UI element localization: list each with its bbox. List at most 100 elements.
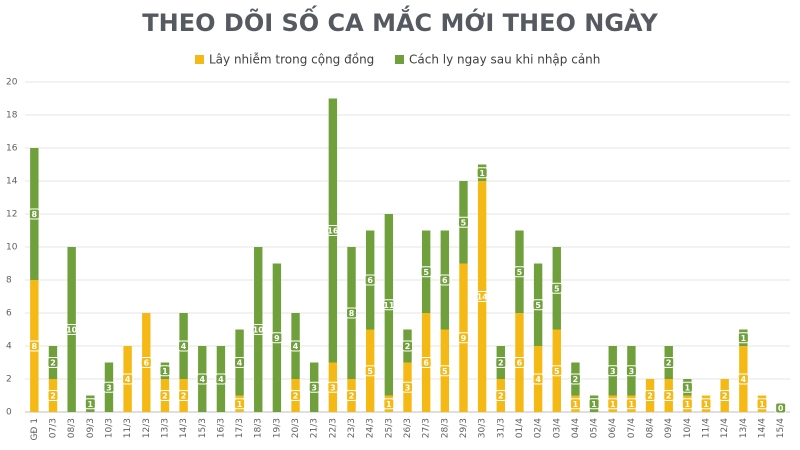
x-tick-label: 01/4 <box>515 418 525 438</box>
value-label-bg <box>122 373 134 385</box>
value-label: 4 <box>125 375 131 384</box>
value-label: 11 <box>383 301 395 310</box>
value-label: 8 <box>32 342 38 351</box>
value-label-bg <box>756 398 768 410</box>
x-tick-label: 27/3 <box>422 418 432 438</box>
y-tick-label: 8 <box>6 276 12 286</box>
value-label-bg <box>551 365 563 377</box>
y-tick-label: 4 <box>6 342 12 352</box>
value-label: 4 <box>181 342 187 351</box>
x-tick-label: 08/4 <box>646 418 656 438</box>
value-label: 2 <box>666 392 672 401</box>
x-tick-label: 19/3 <box>272 418 282 438</box>
value-label-bg <box>234 357 246 368</box>
legend-swatch <box>395 55 404 64</box>
value-label: 9 <box>461 334 467 343</box>
value-label: 3 <box>629 367 635 376</box>
x-tick-label: GĐ 1 <box>30 418 40 441</box>
x-tick-label: 16/3 <box>216 418 226 438</box>
value-label: 16 <box>327 227 339 236</box>
value-label-bg <box>420 266 432 278</box>
chart-title: THEO DÕI SỐ CA MẮC MỚI THEO NGÀY <box>142 4 658 37</box>
value-label-bg <box>346 307 358 319</box>
value-label: 5 <box>535 301 541 310</box>
x-tick-label: 13/3 <box>160 418 170 438</box>
value-label-bg <box>290 340 302 352</box>
value-label-bg <box>457 216 469 228</box>
legend-label: Cách ly ngay sau khi nhập cảnh <box>409 53 600 67</box>
value-label-bg <box>663 390 675 401</box>
value-label: 2 <box>647 392 653 401</box>
value-label-bg <box>457 332 469 344</box>
y-tick-label: 12 <box>6 210 17 220</box>
value-label-bg <box>308 381 320 393</box>
x-tick-label: 30/3 <box>478 418 488 438</box>
value-label: 2 <box>50 392 56 401</box>
x-tick-label: 20/3 <box>291 418 301 438</box>
x-tick-label: 11/4 <box>702 418 712 438</box>
value-label: 10 <box>66 326 78 335</box>
value-label-bg <box>681 381 693 393</box>
value-label-bg <box>196 373 208 385</box>
value-label: 0 <box>778 404 784 413</box>
value-label: 5 <box>517 268 523 277</box>
value-label: 5 <box>554 367 560 376</box>
value-label-bg <box>551 282 563 294</box>
x-tick-label: 24/3 <box>366 418 376 438</box>
value-label-bg <box>28 340 40 352</box>
value-label: 1 <box>162 367 168 376</box>
value-label-bg <box>364 365 376 377</box>
value-label: 2 <box>162 392 168 401</box>
value-label-bg <box>383 398 395 410</box>
value-label-bg <box>159 365 171 377</box>
value-label-bg <box>140 357 152 368</box>
value-label-bg <box>439 365 451 377</box>
x-tick-label: 09/4 <box>664 418 674 438</box>
value-label-bg <box>159 390 171 401</box>
value-label: 1 <box>479 169 485 178</box>
value-label-bg <box>625 398 637 410</box>
x-tick-label: 09/3 <box>86 418 96 438</box>
x-tick-label: 18/3 <box>254 418 264 438</box>
value-label-bg <box>607 365 619 377</box>
value-label: 1 <box>759 400 765 409</box>
value-label-bg <box>84 398 96 410</box>
value-label: 2 <box>50 359 56 368</box>
value-label: 6 <box>367 276 373 285</box>
value-label: 2 <box>405 342 411 351</box>
value-label-bg <box>439 274 451 286</box>
x-tick-label: 07/4 <box>627 418 637 438</box>
value-label: 5 <box>461 218 467 227</box>
x-tick-label: 26/3 <box>403 418 413 438</box>
value-label-bg <box>681 398 693 410</box>
value-label: 5 <box>423 268 429 277</box>
value-label-bg <box>383 299 395 311</box>
value-label-bg <box>532 299 544 311</box>
value-label: 2 <box>181 392 187 401</box>
x-tick-label: 13/4 <box>739 418 749 438</box>
value-label: 6 <box>517 359 523 368</box>
x-tick-label: 29/3 <box>459 418 469 438</box>
value-label: 4 <box>535 375 541 384</box>
value-label-bg <box>495 390 507 401</box>
x-tick-label: 28/3 <box>440 418 450 438</box>
y-tick-label: 18 <box>6 111 18 121</box>
value-label-bg <box>775 402 787 414</box>
value-label: 1 <box>703 400 709 409</box>
value-label-bg <box>47 390 59 401</box>
value-label-bg <box>644 390 656 401</box>
value-label: 1 <box>591 400 597 409</box>
y-tick-label: 2 <box>6 375 12 385</box>
value-label-bg <box>252 324 264 335</box>
x-tick-label: 05/4 <box>590 418 600 438</box>
value-label-bg <box>364 274 376 286</box>
value-label: 2 <box>666 359 672 368</box>
value-label-bg <box>476 167 488 179</box>
value-label: 5 <box>442 367 448 376</box>
value-label-bg <box>178 340 190 352</box>
value-label-bg <box>402 381 413 393</box>
value-label-bg <box>420 357 432 368</box>
legend-label: Lây nhiễm trong cộng đồng <box>209 53 374 67</box>
value-label-bg <box>66 324 78 335</box>
